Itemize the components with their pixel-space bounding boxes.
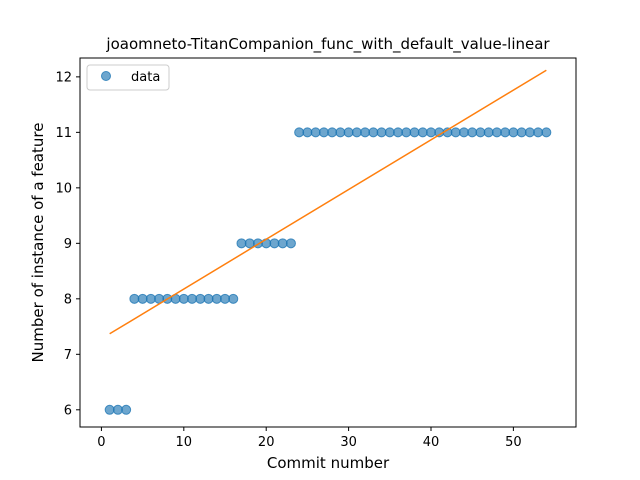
data-point [475, 127, 486, 138]
data-point [236, 238, 247, 249]
x-tick-label: 20 [258, 435, 275, 450]
data-point [203, 293, 214, 304]
y-tick-label: 10 [55, 181, 72, 196]
data-point [302, 127, 313, 138]
data-point [228, 293, 239, 304]
legend-label-data: data [131, 70, 160, 85]
x-tick-label: 50 [505, 435, 522, 450]
y-tick-label: 11 [55, 126, 72, 141]
data-point [318, 127, 329, 138]
y-tick-label: 8 [64, 292, 72, 307]
data-point [491, 127, 502, 138]
data-point [269, 238, 280, 249]
data-point [129, 293, 140, 304]
data-point [425, 127, 436, 138]
data-point [417, 127, 428, 138]
data-point [384, 127, 395, 138]
data-point [294, 127, 305, 138]
data-point [327, 127, 338, 138]
data-point [211, 293, 222, 304]
data-point [285, 238, 296, 249]
data-point [261, 238, 272, 249]
data-point [310, 127, 321, 138]
legend: data [86, 64, 170, 91]
data-point [483, 127, 494, 138]
data-point [409, 127, 420, 138]
data-point [508, 127, 519, 138]
data-point [220, 293, 231, 304]
data-point [277, 238, 288, 249]
x-tick-label: 30 [340, 435, 357, 450]
data-point [187, 293, 198, 304]
data-point [368, 127, 379, 138]
data-point [524, 127, 535, 138]
data-point [145, 293, 156, 304]
x-axis-label: Commit number [267, 454, 390, 472]
data-point [343, 127, 354, 138]
data-point [104, 404, 115, 415]
data-point [393, 127, 404, 138]
data-point [360, 127, 371, 138]
data-point [376, 127, 387, 138]
plot-frame [79, 57, 577, 428]
x-tick-label: 40 [423, 435, 440, 450]
data-point [401, 127, 412, 138]
data-point [137, 293, 148, 304]
y-axis-label: Number of instance of a feature [29, 123, 47, 363]
data-point [112, 404, 123, 415]
chart-title: joaomneto-TitanCompanion_func_with_defau… [105, 35, 550, 54]
x-tick-label: 0 [97, 435, 105, 450]
y-tick-label: 9 [64, 237, 72, 252]
data-point [467, 127, 478, 138]
data-point [533, 127, 544, 138]
data-point [500, 127, 511, 138]
data-point [335, 127, 346, 138]
legend-marker-data [101, 71, 111, 81]
data-point [458, 127, 469, 138]
x-tick-label: 10 [176, 435, 193, 450]
y-tick-label: 6 [64, 403, 72, 418]
data-point [516, 127, 527, 138]
data-point [178, 293, 189, 304]
data-point [195, 293, 206, 304]
data-point [121, 404, 132, 415]
data-point [450, 127, 461, 138]
data-point [541, 127, 552, 138]
y-tick-label: 7 [64, 348, 72, 363]
fit-line [109, 69, 547, 335]
y-tick-label: 12 [55, 70, 72, 85]
data-point [351, 127, 362, 138]
